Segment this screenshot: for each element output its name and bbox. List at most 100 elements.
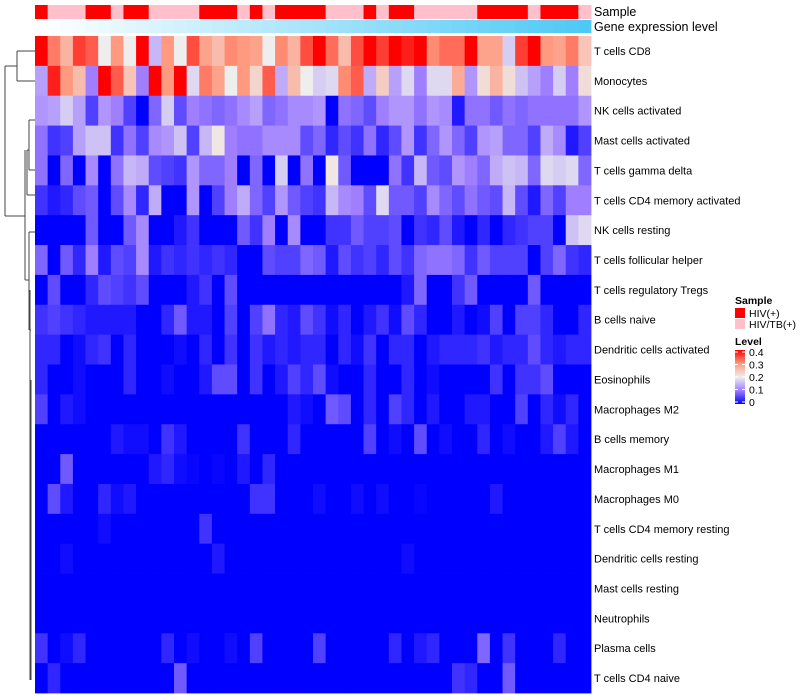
heatmap-cell xyxy=(136,573,150,604)
heatmap-cell xyxy=(477,125,491,156)
heatmap-cell xyxy=(527,513,541,545)
heatmap-cell xyxy=(174,95,188,126)
heatmap-cell xyxy=(376,36,390,67)
heatmap-cell xyxy=(136,155,150,186)
gene-annotation-cell xyxy=(565,20,579,33)
sample-annotation-cell xyxy=(211,5,225,19)
heatmap-cell xyxy=(401,424,415,455)
heatmap-cell xyxy=(148,513,162,545)
heatmap-cell xyxy=(313,125,327,156)
heatmap-cell xyxy=(350,543,364,574)
heatmap-cell xyxy=(262,394,276,425)
heatmap-cell xyxy=(300,364,314,395)
heatmap-cell xyxy=(110,185,124,216)
heatmap-cell xyxy=(60,573,74,604)
heatmap-cell xyxy=(237,513,251,545)
heatmap-cell xyxy=(211,304,225,336)
heatmap-cell xyxy=(275,304,289,336)
heatmap-cell xyxy=(540,394,554,425)
heatmap-cell xyxy=(275,274,289,306)
heatmap-cell xyxy=(388,155,402,186)
heatmap-cell xyxy=(287,65,301,97)
heatmap-cell xyxy=(148,334,162,365)
heatmap-cell xyxy=(136,185,150,216)
heatmap-cell xyxy=(300,454,314,485)
heatmap-cell xyxy=(123,483,137,515)
gene-annotation-cell xyxy=(237,20,251,33)
row-label: T cells gamma delta xyxy=(594,165,693,177)
legend-label-hiv-tb: HIV/TB(+) xyxy=(749,319,796,331)
heatmap-cell xyxy=(300,304,314,336)
heatmap-cell xyxy=(515,215,529,246)
heatmap-cell xyxy=(527,304,541,336)
heatmap-cell xyxy=(426,454,440,485)
heatmap-cell xyxy=(376,573,390,604)
heatmap-cell xyxy=(452,155,466,186)
heatmap-cell xyxy=(60,274,74,306)
sample-annotation-cell xyxy=(47,5,61,19)
heatmap-cell xyxy=(565,603,579,634)
heatmap-cell xyxy=(85,245,99,276)
sample-annotation-label: Sample xyxy=(594,5,636,19)
heatmap-cell xyxy=(98,663,112,694)
heatmap-cell xyxy=(363,394,377,425)
heatmap-cell xyxy=(452,125,466,156)
heatmap-cell xyxy=(401,483,415,515)
heatmap-cell xyxy=(388,36,402,67)
heatmap-cell xyxy=(515,125,529,156)
heatmap-cell xyxy=(338,215,352,246)
heatmap-cell xyxy=(47,543,61,574)
heatmap-cell xyxy=(224,513,238,545)
heatmap-cell xyxy=(300,483,314,515)
gene-annotation-cell xyxy=(489,20,503,33)
heatmap-cell xyxy=(578,364,592,395)
heatmap-cell xyxy=(35,394,49,425)
heatmap-cell xyxy=(527,36,541,67)
heatmap-cell xyxy=(300,543,314,574)
heatmap-cell xyxy=(211,603,225,634)
heatmap-cell xyxy=(578,36,592,67)
heatmap-cell xyxy=(464,483,478,515)
heatmap-cell xyxy=(439,424,453,455)
heatmap-cell xyxy=(211,274,225,306)
heatmap-cell xyxy=(540,663,554,694)
heatmap-cell xyxy=(249,36,263,67)
heatmap-cell xyxy=(477,364,491,395)
heatmap-cell xyxy=(464,364,478,395)
sample-annotation-cell xyxy=(426,5,440,19)
gene-annotation-cell xyxy=(426,20,440,33)
heatmap-cell xyxy=(211,125,225,156)
heatmap-cell xyxy=(401,513,415,545)
sample-annotation-cell xyxy=(35,5,49,19)
heatmap-cell xyxy=(110,364,124,395)
heatmap-cell xyxy=(136,364,150,395)
heatmap-cell xyxy=(426,633,440,664)
heatmap-cell xyxy=(262,454,276,485)
legend: Sample HIV(+) HIV/TB(+) Level 0.40.30.20… xyxy=(735,295,796,409)
row-label: Neutrophils xyxy=(594,613,650,625)
heatmap-cell xyxy=(224,364,238,395)
heatmap-cell xyxy=(502,334,516,365)
heatmap-cell xyxy=(72,364,86,395)
heatmap-cell xyxy=(376,274,390,306)
sample-annotation-cell xyxy=(199,5,213,19)
heatmap-cell xyxy=(578,125,592,156)
heatmap-cell xyxy=(414,633,428,664)
heatmap-cell xyxy=(439,274,453,306)
sample-annotation-cell xyxy=(325,5,339,19)
heatmap-cell xyxy=(439,633,453,664)
gene-annotation-cell xyxy=(123,20,137,33)
heatmap-cell xyxy=(414,573,428,604)
heatmap-cell xyxy=(401,364,415,395)
heatmap-cell xyxy=(72,304,86,336)
heatmap-cell xyxy=(174,245,188,276)
heatmap-cell xyxy=(98,364,112,395)
heatmap-cell xyxy=(553,454,567,485)
heatmap-cell xyxy=(287,185,301,216)
heatmap-cell xyxy=(502,125,516,156)
heatmap-cell xyxy=(477,454,491,485)
gene-annotation-cell xyxy=(502,20,516,33)
heatmap-cell xyxy=(578,483,592,515)
heatmap-cell xyxy=(477,155,491,186)
heatmap-cell xyxy=(161,364,175,395)
